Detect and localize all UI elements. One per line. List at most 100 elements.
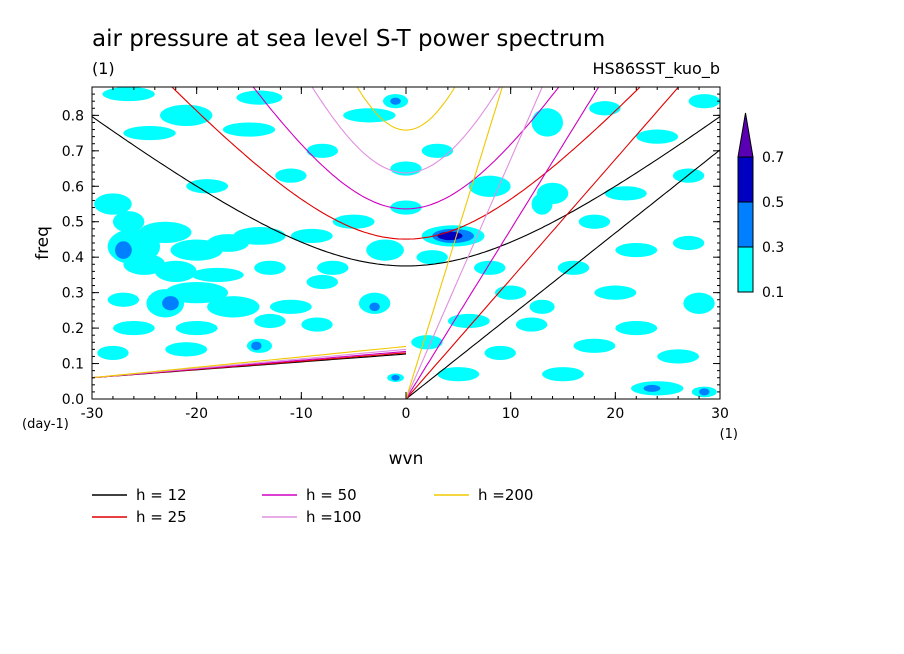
power-blob bbox=[615, 243, 658, 258]
power-blob bbox=[447, 313, 490, 329]
power-blob bbox=[306, 143, 338, 158]
power-blob bbox=[94, 193, 132, 215]
colorbar-swatch bbox=[737, 156, 754, 203]
colorbar-swatch bbox=[737, 201, 754, 248]
power-blob bbox=[366, 239, 404, 261]
power-blob bbox=[112, 211, 145, 233]
colorbar-label: 0.7 bbox=[762, 150, 784, 166]
power-blob bbox=[254, 260, 286, 275]
power-blob bbox=[233, 227, 286, 245]
y-tick-label: 0.7 bbox=[62, 144, 84, 160]
y-tick-label: 0.1 bbox=[62, 357, 84, 373]
power-blob bbox=[290, 228, 333, 243]
power-blob bbox=[369, 302, 380, 312]
power-blob bbox=[531, 193, 553, 215]
power-contours bbox=[94, 87, 720, 398]
y-axis-label: freq bbox=[33, 226, 53, 260]
colorbar-label: 0.1 bbox=[762, 285, 784, 301]
colorbar-swatch bbox=[737, 246, 754, 293]
power-blob bbox=[557, 260, 590, 275]
power-blob bbox=[615, 321, 658, 336]
kelvin-curve-1 bbox=[405, 87, 680, 399]
y-tick-label: 0.3 bbox=[62, 286, 84, 302]
power-blob bbox=[332, 214, 375, 229]
power-blob bbox=[390, 200, 422, 215]
x-tick-label: 0 bbox=[402, 406, 411, 422]
power-blob bbox=[160, 104, 213, 127]
power-blob bbox=[207, 296, 260, 318]
legend-label: h = 12 bbox=[136, 486, 187, 504]
x-tick-label: -20 bbox=[185, 406, 208, 422]
power-blob bbox=[411, 335, 443, 350]
power-blob bbox=[115, 241, 132, 259]
colorbar-label: 0.5 bbox=[762, 195, 784, 211]
power-blob bbox=[421, 143, 454, 158]
power-blob bbox=[657, 349, 700, 364]
power-blob bbox=[594, 285, 637, 300]
power-blob bbox=[222, 122, 276, 137]
legend: h = 12 h = 25 h = 50 h =100 h =200 bbox=[92, 486, 533, 526]
gravity-curve-0 bbox=[92, 116, 720, 267]
power-blob bbox=[390, 161, 422, 176]
power-blob bbox=[437, 231, 463, 241]
power-blob bbox=[589, 101, 621, 116]
power-blob bbox=[97, 345, 129, 360]
kelvin-curve-2 bbox=[405, 87, 600, 399]
kelvin-curve-3 bbox=[405, 87, 543, 399]
y-tick-label: 0.5 bbox=[62, 215, 84, 231]
power-blob bbox=[275, 168, 307, 183]
x-tick-label: 20 bbox=[606, 406, 624, 422]
power-blob bbox=[672, 168, 705, 183]
legend-label: h =200 bbox=[478, 486, 533, 504]
y-tick-label: 0.6 bbox=[62, 179, 84, 195]
colorbar-label: 0.3 bbox=[762, 240, 784, 256]
x-tick-label: -10 bbox=[290, 406, 313, 422]
kelvin-curve-4 bbox=[405, 87, 503, 399]
kelvin-curve-0 bbox=[405, 149, 720, 399]
power-blob bbox=[468, 175, 511, 197]
power-blob bbox=[573, 338, 616, 353]
power-blob bbox=[604, 186, 647, 201]
gravity-curve-1 bbox=[171, 87, 641, 240]
low-branch-curve-4 bbox=[92, 345, 407, 379]
power-blob bbox=[699, 388, 710, 396]
legend-label: h = 50 bbox=[306, 486, 357, 504]
power-blob bbox=[343, 108, 396, 123]
legend-label: h =100 bbox=[306, 508, 361, 526]
power-blob bbox=[643, 384, 661, 392]
legend-label: h = 25 bbox=[136, 508, 187, 526]
power-blob bbox=[672, 235, 705, 251]
power-blob bbox=[390, 97, 401, 105]
dispersion-curves bbox=[92, 87, 720, 399]
power-blob bbox=[107, 292, 140, 307]
power-blob bbox=[474, 260, 506, 275]
power-blob bbox=[154, 260, 197, 283]
power-blob bbox=[531, 108, 563, 137]
x-axis-unit: (1) bbox=[720, 427, 738, 442]
power-blob bbox=[123, 253, 166, 275]
chart-subtitle-right: HS86SST_kuo_b bbox=[593, 59, 721, 79]
power-blob bbox=[494, 285, 527, 300]
power-blob bbox=[578, 214, 611, 229]
y-tick-label: 0.4 bbox=[62, 250, 84, 266]
gravity-curve-3 bbox=[311, 87, 501, 174]
x-tick-label: -30 bbox=[81, 406, 104, 422]
power-blob bbox=[269, 299, 312, 314]
power-blob bbox=[191, 267, 244, 282]
power-blob bbox=[636, 129, 679, 144]
x-tick-label: 30 bbox=[711, 406, 729, 422]
power-blob bbox=[391, 374, 400, 381]
power-blob bbox=[437, 367, 480, 382]
power-blob bbox=[251, 341, 262, 351]
y-tick-label: 0.0 bbox=[62, 392, 84, 408]
power-blob bbox=[162, 296, 179, 311]
colorbar-extend-arrow bbox=[737, 112, 754, 158]
power-blob bbox=[112, 321, 155, 336]
power-blob bbox=[306, 274, 338, 290]
power-blob bbox=[139, 221, 192, 243]
power-blob bbox=[542, 367, 584, 382]
y-tick-label: 0.2 bbox=[62, 321, 84, 337]
power-blob bbox=[254, 313, 286, 329]
gravity-curve-2 bbox=[252, 87, 560, 210]
power-blob bbox=[484, 345, 516, 360]
